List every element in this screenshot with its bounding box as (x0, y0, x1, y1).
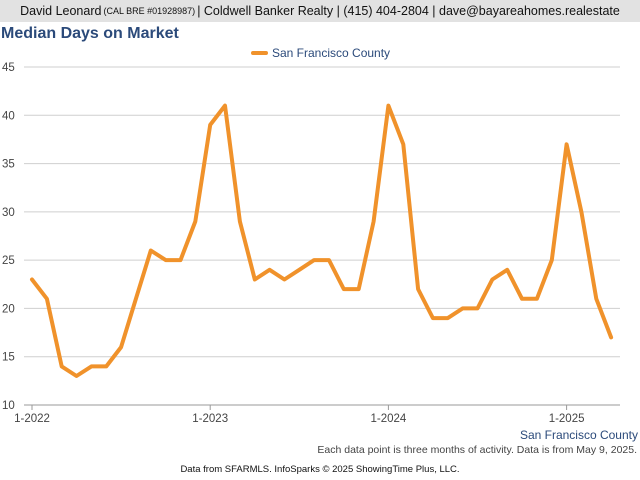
y-tick-label: 20 (2, 303, 15, 315)
y-tick-label: 45 (2, 62, 15, 74)
agent-contact: | Coldwell Banker Realty | (415) 404-280… (197, 4, 620, 18)
x-tick-label: 1-2022 (14, 413, 50, 425)
agent-name: David Leonard (20, 4, 102, 18)
region-label: San Francisco County (520, 428, 638, 442)
chart-title: Median Days on Market (1, 25, 179, 42)
agent-license: (CAL BRE #01928987) (103, 6, 196, 16)
y-tick-label: 15 (2, 352, 15, 364)
x-tick-label: 1-2024 (370, 413, 406, 425)
y-tick-label: 40 (2, 110, 15, 122)
series-line (30, 103, 614, 378)
legend-label: San Francisco County (272, 46, 390, 60)
agent-header: David Leonard (CAL BRE #01928987) | Cold… (0, 0, 640, 22)
y-tick-label: 10 (2, 400, 15, 412)
x-tick-label: 1-2025 (549, 413, 585, 425)
y-tick-label: 35 (2, 159, 15, 171)
data-credit: Data from SFARMLS. InfoSparks © 2025 Sho… (180, 464, 460, 475)
data-note: Each data point is three months of activ… (317, 444, 637, 456)
y-tick-label: 30 (2, 207, 15, 219)
x-tick-label: 1-2023 (192, 413, 228, 425)
y-tick-label: 25 (2, 255, 15, 267)
